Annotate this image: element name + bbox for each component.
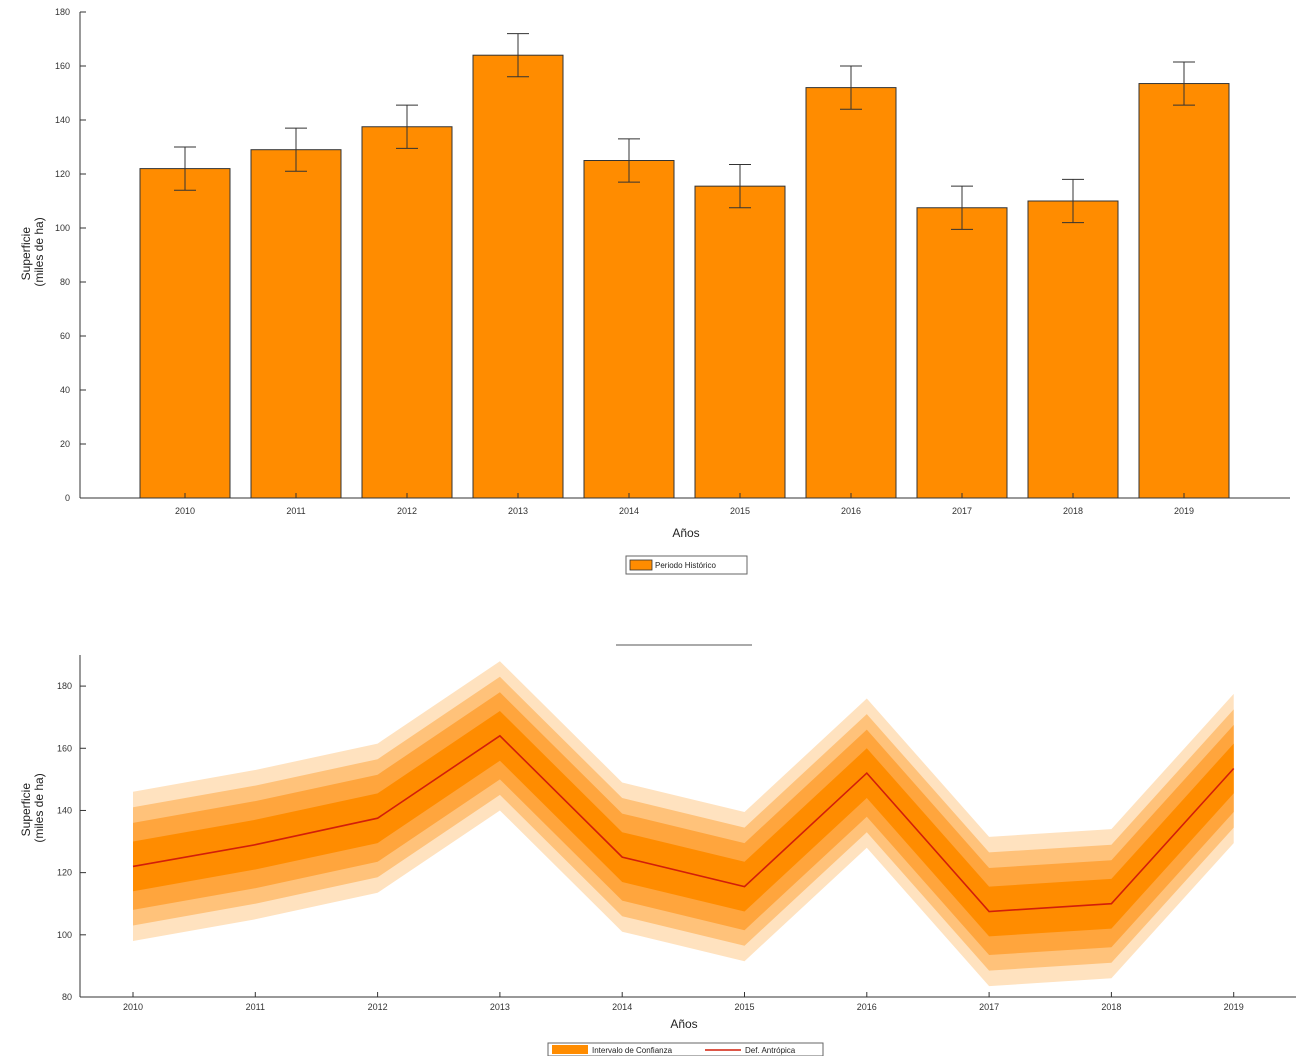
fan-chart-x-tick-label-2016: 2016	[857, 1002, 877, 1012]
fan-chart-y-title-line-2: (miles de ha)	[32, 773, 46, 842]
bar-2018	[1027, 200, 1119, 499]
fan-chart-x-tick-label-2014: 2014	[612, 1002, 632, 1012]
fan-chart-x-tick-label-2018: 2018	[1101, 1002, 1121, 1012]
fan-chart-x-ticks: 2010 2011 2012 2013 2014 2015 2016 2017 2018 2019	[123, 992, 1244, 1012]
bar-chart-x-tick-label-2019: 2019	[1174, 506, 1194, 516]
fan-chart-line-def-antropica	[132, 734, 1235, 913]
bar-chart-error-bars	[174, 33, 1195, 230]
fan-chart-y-tick-label-100: 100	[57, 930, 72, 940]
bar-chart-x-tick-label-2018: 2018	[1063, 506, 1083, 516]
bar-2017	[916, 207, 1008, 499]
fan-chart-y-tick-label-160: 160	[57, 743, 72, 753]
bar-chart-y-tick-label-160: 160	[55, 61, 70, 71]
fan-chart-y-title: Superficie (miles de ha)	[19, 773, 46, 842]
bar-chart-legend: Periodo Histórico	[625, 555, 748, 575]
fan-chart-x-tick-label-2012: 2012	[368, 1002, 388, 1012]
fan-chart-legend-label-line: Def. Antrópica	[745, 1046, 796, 1055]
bar-2013	[472, 54, 564, 499]
bar-chart-y-tick-label-100: 100	[55, 223, 70, 233]
bar-chart-x-tick-label-2011: 2011	[286, 506, 305, 516]
fan-chart-x-title: Años	[670, 1017, 697, 1031]
bar-chart-legend-swatch	[629, 559, 653, 571]
bar-chart-x-ticks: 2010 2011 2012 2013 2014 2015 2016 2017 2018 2019	[175, 493, 1194, 516]
bar-chart-y-tick-label-80: 80	[60, 277, 70, 287]
bar-2011	[250, 149, 342, 499]
fan-chart-y-tick-label-180: 180	[57, 681, 72, 691]
bar-chart-y-tick-label-20: 20	[60, 439, 70, 449]
bar-chart-legend-label: Periodo Histórico	[655, 561, 716, 570]
bar-chart-x-tick-label-2014: 2014	[619, 506, 639, 516]
fan-chart-y-tick-label-120: 120	[57, 868, 72, 878]
bar-chart-x-tick-label-2016: 2016	[841, 506, 861, 516]
fan-chart-y-tick-label-140: 140	[57, 805, 72, 815]
fan-chart-x-tick-label-2013: 2013	[490, 1002, 510, 1012]
bar-chart-x-tick-label-2017: 2017	[952, 506, 972, 516]
bar-chart-x-tick-label-2012: 2012	[397, 506, 417, 516]
bar-chart-x-title: Años	[672, 526, 699, 540]
bar-chart-y-tick-label-40: 40	[60, 385, 70, 395]
bar-chart-y-title-line-2: (miles de ha)	[32, 217, 46, 286]
fan-chart-x-tick-label-2019: 2019	[1224, 1002, 1244, 1012]
fan-chart-y-title-line-1: Superficie	[19, 783, 33, 837]
bar-2010	[139, 168, 231, 499]
bar-chart-y-tick-label-0: 0	[65, 493, 70, 503]
bar-2012	[361, 126, 453, 499]
bar-chart-y-tick-label-120: 120	[55, 169, 70, 179]
bar-chart-y-title-line-1: Superficie	[19, 227, 33, 281]
bar-chart-y-tick-label-60: 60	[60, 331, 70, 341]
bar-chart-y-title: Superficie (miles de ha)	[19, 217, 46, 286]
fan-chart-confidence-bands	[133, 661, 1234, 987]
fan-chart-y-tick-label-80: 80	[62, 992, 72, 1002]
fan-chart-legend: Intervalo de Confianza Def. Antrópica	[547, 1042, 824, 1057]
fan-chart-x-tick-label-2017: 2017	[979, 1002, 999, 1012]
bar-chart-x-tick-label-2013: 2013	[508, 506, 528, 516]
bar-chart-legend-box	[625, 555, 748, 575]
fan-chart-legend-swatch-interval	[552, 1045, 588, 1054]
fan-chart-x-tick-label-2010: 2010	[123, 1002, 143, 1012]
bar-chart-y-tick-label-180: 180	[55, 7, 70, 17]
bar-2015	[694, 185, 786, 499]
bar-2019	[1138, 83, 1230, 499]
bar-2016	[805, 87, 897, 499]
bar-chart-y-ticks: 0 20 40 60 80 100 120 140 160 180	[55, 7, 86, 503]
fan-chart-legend-label-interval: Intervalo de Confianza	[592, 1046, 673, 1055]
fan-chart-y-ticks: 80 100 120 140 160 180	[57, 681, 86, 1002]
bar-chart-y-tick-label-140: 140	[55, 115, 70, 125]
confidence-band-4	[133, 711, 1234, 937]
fan-chart-x-tick-label-2011: 2011	[246, 1002, 265, 1012]
bar-2014	[583, 160, 675, 499]
bar-chart-bars	[139, 54, 1230, 499]
bar-chart-x-tick-label-2015: 2015	[730, 506, 750, 516]
fan-chart-x-tick-label-2015: 2015	[734, 1002, 754, 1012]
bar-chart-x-tick-label-2010: 2010	[175, 506, 195, 516]
